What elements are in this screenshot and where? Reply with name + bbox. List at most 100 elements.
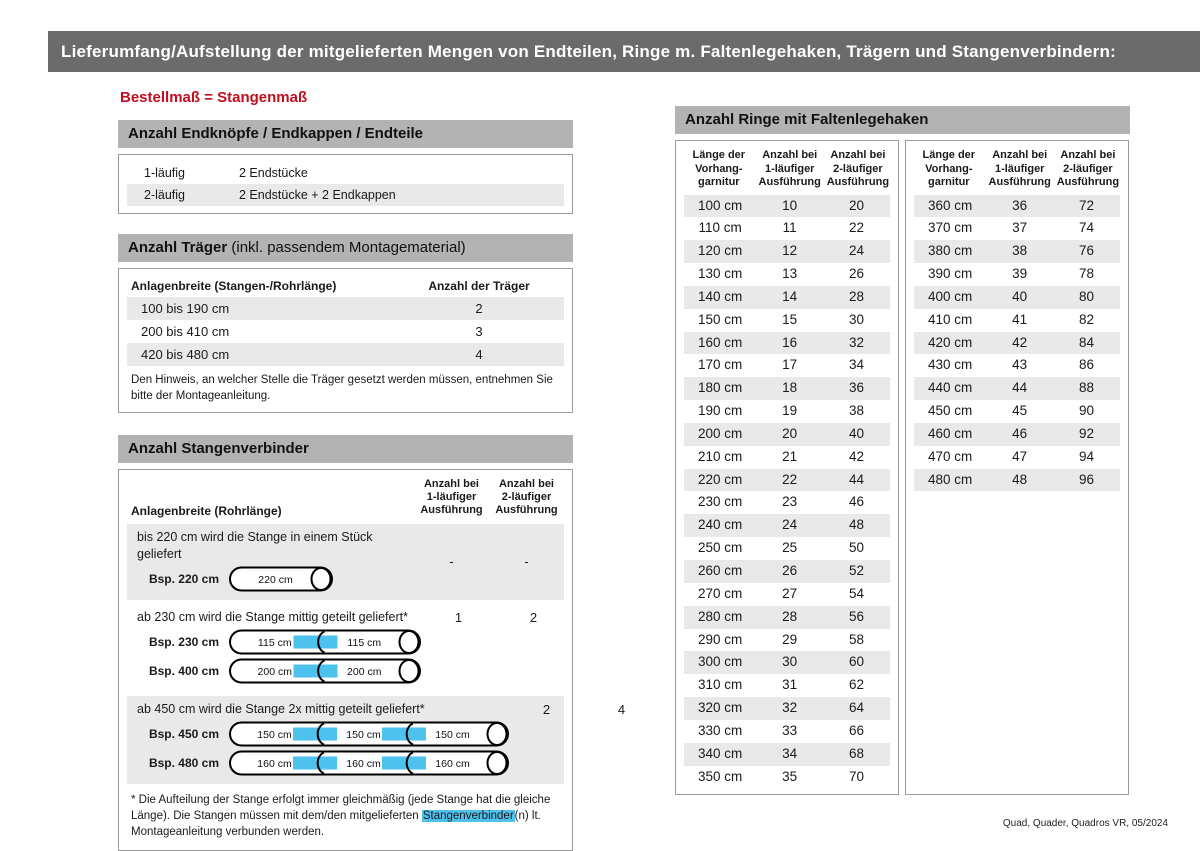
ring-row-count-2run: 34 <box>849 357 865 373</box>
ring-row-length: 180 cm <box>697 380 743 396</box>
ring-row-length: 200 cm <box>697 425 743 441</box>
joint-arc <box>316 722 325 746</box>
verbinder-group-rods: Bsp. 230 cm 115 cm 115 cm Bsp. 400 cm 200 cm… <box>127 626 421 686</box>
rod-segment-label: 220 cm <box>258 574 293 586</box>
verbinder-group-rods: Bsp. 450 cm 150 cm 150 cm 150 cm Bsp. 480 cm… <box>127 718 509 778</box>
traeger-row: 100 bis 190 cm 2 <box>127 297 564 320</box>
ring-row-count-1run: 15 <box>782 311 798 327</box>
joint-arc <box>317 630 325 654</box>
ring-row-count-2run: 86 <box>1079 357 1095 373</box>
ring-row-count-2run: 94 <box>1079 448 1095 464</box>
section-header-traeger: Anzahl Träger (inkl. passendem Montagema… <box>118 234 573 262</box>
ring-row-count-2run: 32 <box>849 334 865 350</box>
ring-row: 460 cm 46 92 <box>914 422 1120 446</box>
ring-row-length: 380 cm <box>927 243 973 259</box>
ring-row-length: 290 cm <box>697 631 743 647</box>
ring-row: 350 cm 35 70 <box>684 766 890 789</box>
connector-highlight <box>293 727 337 741</box>
verbinder-group-count-1run: 2 <box>542 702 551 718</box>
ring-row-count-1run: 44 <box>1012 380 1028 396</box>
traeger-col2-header: Anzahl der Träger <box>428 279 530 293</box>
ring-row-count-2run: 88 <box>1079 380 1095 396</box>
ring-row: 420 cm 42 84 <box>914 331 1120 355</box>
endteile-row-value: 2 Endstücke + 2 Endkappen <box>239 188 396 202</box>
ring-row-length: 100 cm <box>697 197 743 213</box>
ring-row: 260 cm 26 52 <box>684 560 890 583</box>
section-header-endteile: Anzahl Endknöpfe / Endkappen / Endteile <box>118 120 573 148</box>
rod-example-row: Bsp. 230 cm 115 cm 115 cm <box>127 629 421 655</box>
rod-segment-label: 200 cm <box>258 666 293 678</box>
footnote-text-after: (n) lt. Montageanleitung verbunden werde… <box>131 810 541 839</box>
ring-row-count-1run: 43 <box>1012 357 1028 373</box>
connector-highlight <box>382 756 426 770</box>
ring-row-length: 190 cm <box>697 403 743 419</box>
rings-table-left: Länge der Vorhang- garnitur Anzahl bei 1… <box>675 140 899 795</box>
ring-row-count-2run: 64 <box>849 700 865 716</box>
ring-row-length: 340 cm <box>697 745 743 761</box>
ring-row: 210 cm 21 42 <box>684 446 890 469</box>
ring-row-length: 110 cm <box>698 220 742 236</box>
verbinder-group-count-1run: 1 <box>454 610 463 626</box>
ring-row-count-2run: 72 <box>1079 197 1095 213</box>
ring-row: 240 cm 24 48 <box>684 514 890 538</box>
rod-example-row: Bsp. 450 cm 150 cm 150 cm 150 cm <box>127 721 509 747</box>
ring-row-length: 440 cm <box>927 380 973 396</box>
ring-row-count-1run: 41 <box>1012 311 1028 327</box>
ring-row-count-1run: 17 <box>782 357 798 373</box>
ring-row-count-1run: 33 <box>782 722 798 738</box>
ring-row-count-1run: 30 <box>782 654 798 670</box>
rings-col1-header: Länge der Vorhang- garnitur <box>922 149 976 188</box>
ring-row-count-2run: 76 <box>1079 243 1095 259</box>
ring-row-length: 430 cm <box>927 357 973 373</box>
ring-row-length: 250 cm <box>697 540 743 556</box>
ring-row-count-1run: 10 <box>782 197 798 213</box>
rod-segment-label: 160 cm <box>257 758 292 770</box>
ring-row-count-2run: 82 <box>1079 311 1095 327</box>
subtitle-bestellmass: Bestellmaß = Stangenmaß <box>120 89 308 106</box>
ring-row: 430 cm 43 86 <box>914 354 1120 377</box>
traeger-row-range: 100 bis 190 cm <box>141 301 230 316</box>
ring-row: 450 cm 45 90 <box>914 400 1120 423</box>
rod-end-cap <box>398 630 420 655</box>
ring-row-count-2run: 30 <box>849 311 865 327</box>
ring-row-length: 310 cm <box>697 677 743 693</box>
verbinder-footnote: * Die Aufteilung der Stange erfolgt imme… <box>119 784 572 846</box>
ring-row: 330 cm 33 66 <box>684 720 890 743</box>
traeger-row: 200 bis 410 cm 3 <box>127 320 564 343</box>
rod-segment-label: 150 cm <box>257 729 292 741</box>
rings-right-rows: 360 cm 36 72 370 cm 37 74 380 cm 38 76 390 cm 39 78… <box>906 194 1128 492</box>
ring-row-count-2run: 84 <box>1079 334 1095 350</box>
ring-row-length: 120 cm <box>697 243 743 259</box>
rod-diagram: 200 cm 200 cm <box>229 658 421 684</box>
ring-row-count-1run: 36 <box>1012 197 1028 213</box>
ring-row-count-2run: 78 <box>1079 266 1095 282</box>
ring-row-length: 210 cm <box>697 448 743 464</box>
ring-row-count-1run: 28 <box>782 608 798 624</box>
connector-highlight <box>293 756 337 770</box>
ring-row-count-2run: 62 <box>849 677 865 693</box>
page-title-banner: Lieferumfang/Aufstellung der mitgeliefer… <box>48 31 1200 72</box>
ring-row-count-1run: 16 <box>782 334 798 350</box>
right-column: Anzahl Ringe mit Faltenlegehaken Länge d… <box>675 106 1130 795</box>
rings-col2-header: Anzahl bei 1-läufiger Ausführung <box>988 149 1051 188</box>
ring-row-count-2run: 90 <box>1079 403 1095 419</box>
ring-row: 220 cm 22 44 <box>684 468 890 492</box>
ring-row-count-2run: 36 <box>849 380 865 396</box>
joint-arc <box>316 751 325 775</box>
verbinder-group-text: ab 450 cm wird die Stange 2x mittig gete… <box>137 702 425 717</box>
verbinder-group-count-2run: 2 <box>529 610 538 626</box>
ring-row: 480 cm 48 96 <box>914 468 1120 492</box>
connector-highlight <box>382 727 426 741</box>
ring-row: 160 cm 16 32 <box>684 331 890 355</box>
ring-row: 290 cm 29 58 <box>684 629 890 652</box>
ring-row-count-2run: 40 <box>849 425 865 441</box>
rod-diagram: 160 cm 160 cm 160 cm <box>229 750 509 776</box>
ring-row-count-2run: 22 <box>849 220 865 236</box>
section-header-ringe: Anzahl Ringe mit Faltenlegehaken <box>675 106 1130 134</box>
left-column: Bestellmaß = Stangenmaß Anzahl Endknöpfe… <box>118 85 625 851</box>
joint-arc <box>405 751 414 775</box>
rod-diagram: 220 cm <box>229 566 333 592</box>
rod-example-label: Bsp. 230 cm <box>148 635 219 650</box>
ring-row-count-2run: 54 <box>849 585 865 601</box>
ring-row-count-2run: 46 <box>849 494 865 510</box>
